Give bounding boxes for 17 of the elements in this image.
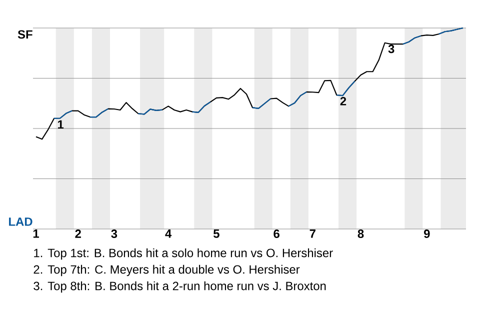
text: SF (18, 30, 32, 39)
x-tick-label: 8 (358, 230, 364, 238)
text: 2. Top 7th: C. Meyers hit a double vs O. Hershiser (34, 264, 300, 276)
x-tick-label: 2 (75, 230, 81, 238)
text: 1. Top 1st: B. Bonds hit a solo home run vs O. Hershiser (34, 248, 333, 260)
x-tick-label: 3 (111, 230, 118, 238)
annotation: 2 (340, 96, 346, 106)
x-tick-label: 9 (424, 230, 430, 238)
x-tick-label: 4 (165, 230, 172, 238)
text: 3. Top 8th: B. Bonds hit a 2-run home run vs J. Broxton (34, 281, 326, 293)
annotation: 1 (58, 120, 64, 129)
x-tick-label: 6 (274, 230, 280, 238)
text: LAD (9, 218, 32, 226)
x-tick-label: 1 (33, 230, 39, 238)
x-tick-label: 7 (310, 230, 316, 238)
x-tick-label: 5 (213, 230, 220, 238)
annotation: 3 (388, 44, 394, 54)
